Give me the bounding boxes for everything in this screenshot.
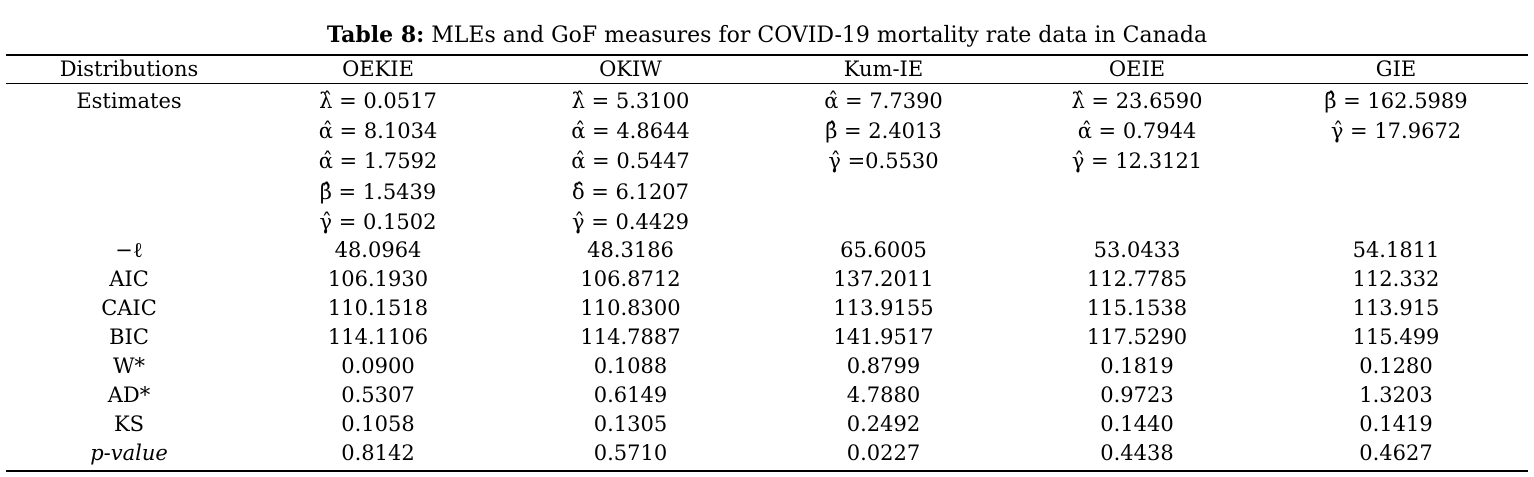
- row-label-w-star: W*: [112, 354, 146, 378]
- estimate-cell: β̂ = 2.4013: [825, 119, 942, 144]
- estimate-cell: λ̂ = 5.3100: [571, 89, 690, 113]
- estimate-cell: γ̂ = 12.3121: [1071, 149, 1203, 174]
- estimates-label: Estimates: [76, 89, 182, 113]
- estimate-cell: λ̂ = 23.6590: [1071, 89, 1203, 113]
- row-label-ks: KS: [113, 412, 145, 436]
- table-row: −ℓ 48.0964 48.3186 65.6005 53.0433 54.18…: [6, 236, 1528, 265]
- column-header-okiw: OKIW: [599, 57, 662, 81]
- estimate-cell: [757, 207, 1010, 237]
- estimate-cell: γ̂ = 17.9672: [1330, 119, 1462, 144]
- top-rule: [6, 54, 1528, 56]
- table-cell: 110.1518: [327, 296, 429, 320]
- table-cell: 137.2011: [833, 267, 934, 291]
- table-cell: 0.8799: [846, 354, 921, 378]
- table-cell: 0.8142: [341, 441, 415, 465]
- table-cell: 112.332: [1352, 267, 1440, 291]
- row-label-p-value: p-value: [90, 441, 168, 465]
- table-cell: 112.7785: [1086, 267, 1188, 291]
- row-label-ad-star: AD*: [107, 383, 151, 407]
- estimate-cell: α̂ = 7.7390: [824, 89, 943, 113]
- table-row: KS 0.1058 0.1305 0.2492 0.1440 0.1419: [6, 410, 1528, 439]
- table-cell: 4.7880: [846, 383, 921, 407]
- header-row: Distributions OEKIE OKIW Kum-IE OEIE GIE: [6, 55, 1528, 83]
- table-cell: 48.3186: [587, 238, 674, 262]
- table-cell: 114.1106: [327, 325, 429, 349]
- column-header-gie: GIE: [1375, 57, 1417, 81]
- row-label-neg-loglik: −ℓ: [115, 238, 143, 262]
- estimate-cell: [1264, 177, 1528, 207]
- estimate-cell: γ̂ = 0.1502: [319, 209, 437, 234]
- table-cell: 0.0227: [846, 441, 921, 465]
- table-title: MLEs and GoF measures for COVID-19 morta…: [431, 23, 1208, 48]
- table-cell: 114.7887: [580, 325, 681, 349]
- table-cell: 0.0900: [341, 354, 415, 378]
- table-cell: 0.2492: [846, 412, 921, 436]
- table-row: W* 0.0900 0.1088 0.8799 0.1819 0.1280: [6, 352, 1528, 381]
- table-row: AIC 106.1930 106.8712 137.2011 112.7785 …: [6, 265, 1528, 294]
- table-row: p-value 0.8142 0.5710 0.0227 0.4438 0.46…: [6, 439, 1528, 468]
- table-cell: 0.6149: [593, 383, 668, 407]
- table-cell: 117.5290: [1086, 325, 1188, 349]
- estimate-cell: [1010, 177, 1264, 207]
- table-cell: 1.3203: [1359, 383, 1433, 407]
- estimate-cell: [757, 177, 1010, 207]
- table-cell: 0.9723: [1100, 383, 1174, 407]
- table-cell: 0.1305: [593, 412, 668, 436]
- estimate-cell: α̂ = 1.7592: [318, 149, 438, 174]
- table-cell: 0.1819: [1100, 354, 1174, 378]
- estimate-cell: γ̂ =0.5530: [828, 149, 939, 174]
- bottom-rule: [6, 470, 1528, 472]
- table-cell: 48.0964: [334, 238, 422, 262]
- column-header-oeie: OEIE: [1108, 57, 1166, 81]
- row-label-bic: BIC: [109, 325, 149, 349]
- table-cell: 0.5710: [593, 441, 668, 465]
- estimates-block: Estimates λ̂ = 0.0517 λ̂ = 5.3100 α̂ = 7…: [6, 86, 1528, 237]
- table-cell: 0.1440: [1100, 412, 1174, 436]
- table-cell: 0.1088: [593, 354, 668, 378]
- estimate-cell: [1264, 207, 1528, 237]
- estimate-cell: δ̂ = 6.1207: [571, 179, 690, 204]
- table-caption: Table 8: MLEs and GoF measures for COVID…: [0, 20, 1534, 51]
- estimate-cell: α̂ = 8.1034: [318, 119, 438, 144]
- table-cell: 0.4438: [1100, 441, 1174, 465]
- estimate-cell: α̂ = 0.5447: [571, 149, 690, 174]
- estimate-cell: γ̂ = 0.4429: [572, 209, 689, 234]
- estimate-cell: α̂ = 4.8644: [571, 119, 690, 144]
- table-cell: 54.1811: [1352, 238, 1440, 262]
- table-number: Table 8:: [326, 22, 425, 48]
- estimate-cell: α̂ = 0.7944: [1077, 119, 1197, 144]
- table-cell: 115.1538: [1086, 296, 1188, 320]
- table-row: BIC 114.1106 114.7887 141.9517 117.5290 …: [6, 323, 1528, 352]
- table-cell: 106.8712: [580, 267, 681, 291]
- header-rule: [6, 83, 1528, 84]
- estimate-cell: β̂ = 162.5989: [1324, 89, 1468, 113]
- table-cell: 110.8300: [580, 296, 681, 320]
- row-label-aic: AIC: [109, 267, 149, 291]
- table-cell: 53.0433: [1093, 238, 1181, 262]
- column-header-oekie: OEKIE: [342, 57, 414, 81]
- table-cell: 0.1419: [1359, 412, 1433, 436]
- column-header-kum-ie: Kum-IE: [843, 57, 924, 81]
- table-cell: 0.5307: [341, 383, 415, 407]
- estimate-cell: [1010, 207, 1264, 237]
- table-cell: 0.1280: [1359, 354, 1433, 378]
- gof-block: −ℓ 48.0964 48.3186 65.6005 53.0433 54.18…: [6, 236, 1528, 468]
- table-row: AD* 0.5307 0.6149 4.7880 0.9723 1.3203: [6, 381, 1528, 410]
- estimate-cell: λ̂ = 0.0517: [319, 89, 437, 113]
- table-cell: 113.915: [1352, 296, 1440, 320]
- table-cell: 0.4627: [1359, 441, 1433, 465]
- estimate-cell: β̂ = 1.5439: [319, 179, 437, 204]
- table-cell: 113.9155: [833, 296, 934, 320]
- table-cell: 0.1058: [341, 412, 415, 436]
- row-label-caic: CAIC: [101, 296, 157, 320]
- table-cell: 65.6005: [840, 238, 927, 262]
- table-cell: 141.9517: [833, 325, 934, 349]
- table-cell: 115.499: [1352, 325, 1440, 349]
- table-cell: 106.1930: [327, 267, 429, 291]
- column-header-distributions: Distributions: [59, 57, 199, 81]
- estimate-cell: [1264, 146, 1528, 176]
- table-row: CAIC 110.1518 110.8300 113.9155 115.1538…: [6, 294, 1528, 323]
